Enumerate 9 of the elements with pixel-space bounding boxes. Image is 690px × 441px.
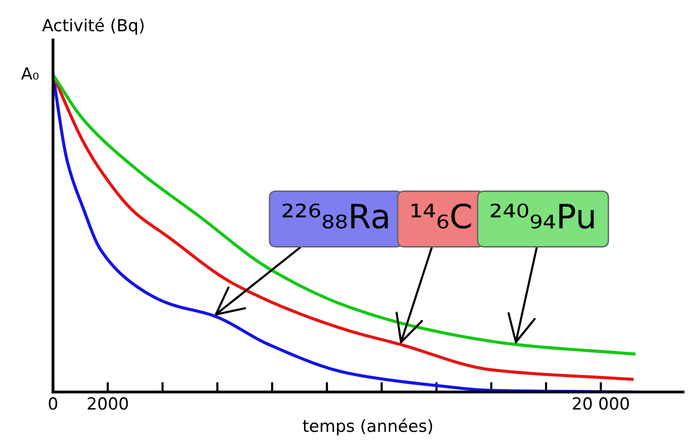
x-tick-label: 0 — [48, 397, 58, 410]
x-axis-title: temps (années) — [302, 418, 432, 436]
annotation: ²²⁶₈₈Ra — [282, 203, 388, 229]
x-tick-label: 20 000 — [572, 397, 629, 410]
annotation: ¹⁴₆C — [412, 203, 471, 229]
annotation: ²⁴⁰₉₄Pu — [490, 203, 594, 229]
x-tick-label: 2000 — [88, 397, 128, 410]
annotation: A₀ — [21, 67, 39, 80]
y-axis-title: Activité (Bq) — [42, 18, 144, 35]
